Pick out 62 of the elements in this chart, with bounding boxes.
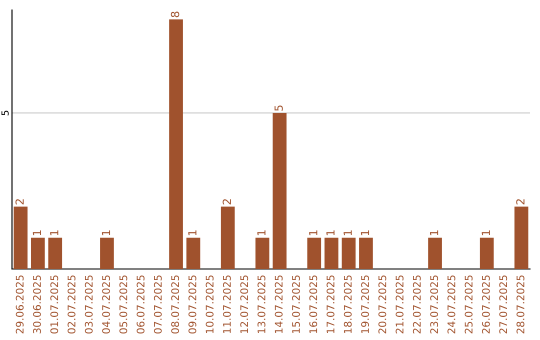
data-label: 8	[170, 12, 180, 18]
data-label: 1	[50, 230, 58, 236]
bar	[30, 238, 45, 269]
x-tick-label: 14.07.2025	[274, 275, 283, 334]
bar	[480, 238, 494, 269]
x-tick-label: 24.07.2025	[447, 275, 456, 334]
bar	[514, 206, 528, 269]
x-tick-label: 02.07.2025	[68, 275, 76, 334]
data-label: 1	[102, 230, 110, 236]
x-tick-label: 25.07.2025	[464, 275, 473, 334]
x-tick-label: 03.07.2025	[84, 275, 93, 334]
x-tick-label: 13.07.2025	[258, 275, 266, 334]
x-tick-label: 18.07.2025	[344, 275, 352, 334]
x-tick-label: 01.07.2025	[50, 275, 58, 334]
bar	[48, 238, 62, 269]
data-label: 1	[32, 230, 41, 236]
x-tick-label: 12.07.2025	[240, 275, 248, 334]
data-label: 1	[482, 230, 490, 236]
x-tick-label: 20.07.2025	[378, 275, 386, 334]
data-label: 1	[344, 230, 352, 236]
bar	[324, 238, 338, 269]
x-tick-label: 15.07.2025	[292, 275, 300, 334]
x-tick-label: 05.07.2025	[119, 275, 128, 334]
x-tick-label: 19.07.2025	[361, 275, 369, 334]
x-tick-label: 09.07.2025	[188, 275, 196, 334]
bar	[14, 206, 28, 269]
data-label: 1	[430, 230, 438, 236]
x-tick-label: 27.07.2025	[499, 275, 508, 334]
x-tick-label: 23.07.2025	[430, 275, 438, 334]
x-tick-label: 16.07.2025	[309, 275, 318, 334]
data-label: 1	[360, 230, 370, 236]
bar	[255, 238, 270, 269]
bar	[307, 238, 322, 269]
data-label: 2	[516, 199, 524, 204]
bar	[428, 238, 442, 269]
bar	[342, 238, 356, 269]
x-tick-label: 22.07.2025	[412, 275, 421, 334]
x-tick-label: 06.07.2025	[136, 275, 145, 334]
x-tick-label: 21.07.2025	[396, 275, 404, 334]
x-tick-label: 17.07.2025	[326, 275, 334, 334]
x-tick-label: 07.07.2025	[154, 275, 162, 334]
bar	[220, 206, 235, 269]
x-tick-label: 10.07.2025	[206, 275, 214, 334]
x-tick-label: 29.06.2025	[16, 275, 24, 334]
bar	[169, 19, 183, 269]
bar	[186, 238, 200, 269]
x-tick-label: 28.07.2025	[516, 275, 524, 334]
data-label: 2	[15, 199, 24, 204]
bar	[272, 112, 287, 269]
x-tick-label: 11.07.2025	[222, 275, 231, 334]
data-label: 1	[188, 230, 196, 236]
data-label: 5	[274, 105, 283, 111]
bar	[359, 238, 373, 269]
x-tick-label: 04.07.2025	[102, 275, 110, 334]
bar	[100, 238, 114, 269]
data-label: 1	[309, 230, 318, 236]
x-tick-label: 08.07.2025	[171, 275, 180, 334]
data-label: 1	[326, 230, 334, 236]
data-label: 2	[222, 199, 231, 204]
x-tick-label: 30.06.2025	[33, 275, 41, 334]
x-tick-label: 26.07.2025	[482, 275, 490, 334]
data-label: 1	[257, 230, 266, 236]
